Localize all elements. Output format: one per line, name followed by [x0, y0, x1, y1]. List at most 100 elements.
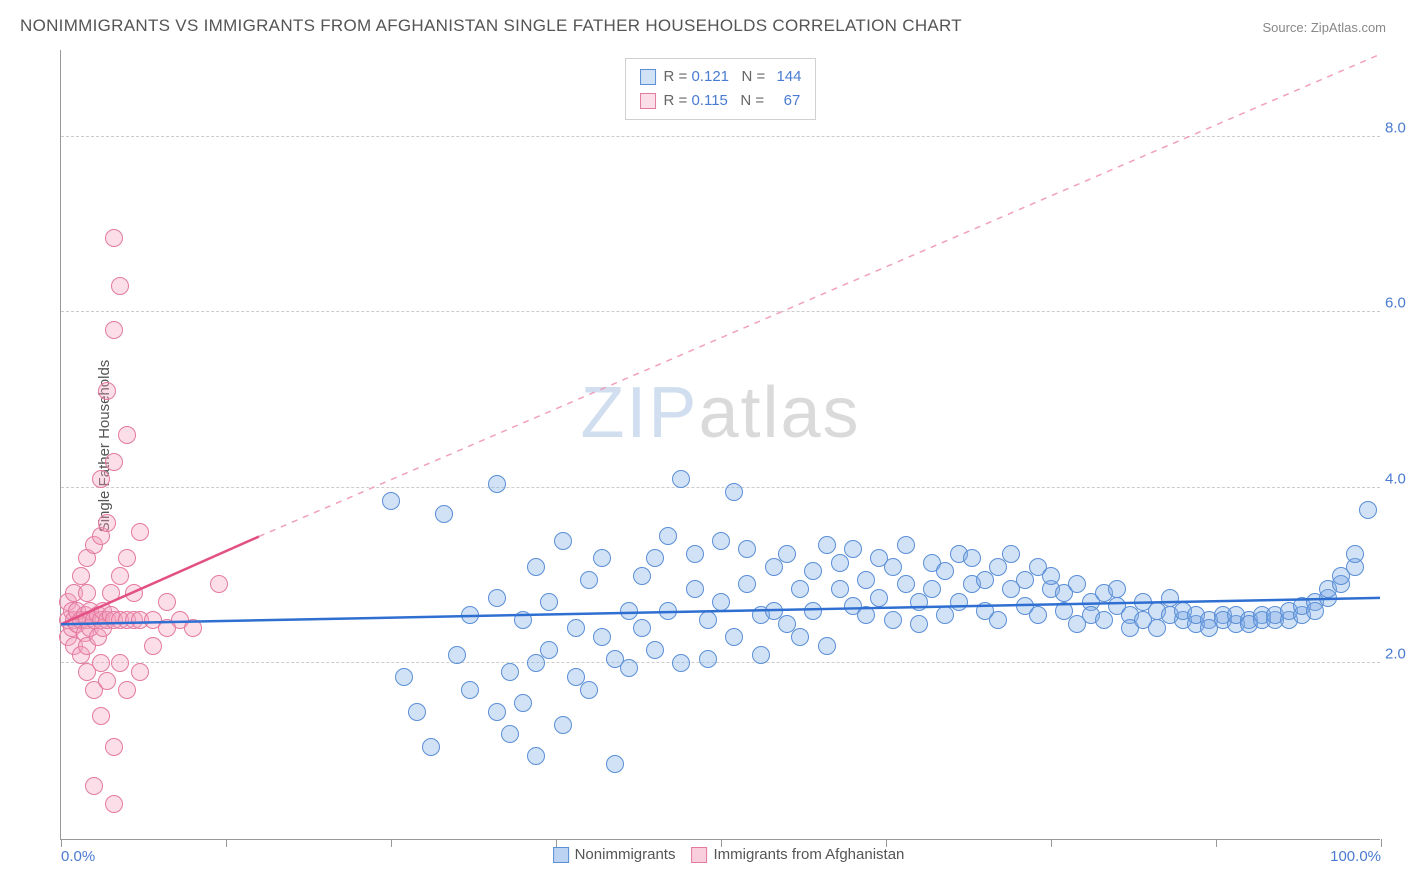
- data-point: [593, 628, 611, 646]
- data-point: [105, 229, 123, 247]
- data-point: [514, 611, 532, 629]
- data-point: [461, 606, 479, 624]
- data-point: [501, 663, 519, 681]
- legend-correlation: R = 0.121 N = 144R = 0.115 N = 67: [625, 58, 817, 120]
- xtick-label: 0.0%: [61, 848, 95, 865]
- data-point: [857, 571, 875, 589]
- data-point: [818, 536, 836, 554]
- data-point: [884, 558, 902, 576]
- data-point: [804, 602, 822, 620]
- legend-swatch: [553, 847, 569, 863]
- xtick: [721, 839, 722, 847]
- data-point: [1108, 580, 1126, 598]
- data-point: [989, 558, 1007, 576]
- data-point: [778, 545, 796, 563]
- data-point: [910, 615, 928, 633]
- legend-swatch: [640, 93, 656, 109]
- data-point: [102, 584, 120, 602]
- data-point: [92, 654, 110, 672]
- data-point: [1068, 575, 1086, 593]
- data-point: [765, 558, 783, 576]
- ytick-label: 6.0%: [1385, 295, 1406, 312]
- data-point: [659, 527, 677, 545]
- data-point: [712, 593, 730, 611]
- data-point: [111, 567, 129, 585]
- data-point: [936, 606, 954, 624]
- data-point: [738, 540, 756, 558]
- data-point: [118, 681, 136, 699]
- data-point: [1016, 571, 1034, 589]
- legend-r-value: 0.115: [691, 92, 727, 109]
- data-point: [672, 470, 690, 488]
- trend-lines-svg: [61, 50, 1380, 839]
- legend-n-value: 67: [768, 89, 800, 113]
- legend-r-label: R =: [664, 68, 692, 85]
- data-point: [1042, 567, 1060, 585]
- legend-r-label: R =: [664, 92, 692, 109]
- legend-n-label: N =: [742, 68, 770, 85]
- data-point: [382, 492, 400, 510]
- data-point: [98, 514, 116, 532]
- data-point: [620, 602, 638, 620]
- data-point: [111, 277, 129, 295]
- data-point: [633, 567, 651, 585]
- data-point: [540, 641, 558, 659]
- data-point: [131, 523, 149, 541]
- watermark-atlas: atlas: [698, 373, 860, 453]
- data-point: [1002, 545, 1020, 563]
- data-point: [540, 593, 558, 611]
- data-point: [98, 382, 116, 400]
- data-point: [554, 532, 572, 550]
- chart-title: NONIMMIGRANTS VS IMMIGRANTS FROM AFGHANI…: [20, 16, 962, 36]
- data-point: [158, 593, 176, 611]
- gridline-h: [61, 662, 1380, 663]
- data-point: [1306, 602, 1324, 620]
- data-point: [1148, 619, 1166, 637]
- data-point: [844, 540, 862, 558]
- legend-n-value: 144: [769, 65, 801, 89]
- xtick: [1381, 839, 1382, 847]
- data-point: [488, 703, 506, 721]
- data-point: [699, 650, 717, 668]
- data-point: [408, 703, 426, 721]
- data-point: [105, 795, 123, 813]
- data-point: [567, 619, 585, 637]
- data-point: [72, 567, 90, 585]
- data-point: [435, 505, 453, 523]
- watermark: ZIPatlas: [580, 372, 860, 454]
- data-point: [646, 641, 664, 659]
- xtick: [1051, 839, 1052, 847]
- data-point: [98, 672, 116, 690]
- data-point: [1095, 611, 1113, 629]
- data-point: [488, 475, 506, 493]
- data-point: [950, 593, 968, 611]
- xtick: [226, 839, 227, 847]
- data-point: [527, 558, 545, 576]
- data-point: [725, 483, 743, 501]
- data-point: [461, 681, 479, 699]
- data-point: [580, 681, 598, 699]
- data-point: [593, 549, 611, 567]
- data-point: [686, 580, 704, 598]
- data-point: [752, 646, 770, 664]
- data-point: [184, 619, 202, 637]
- legend-swatch: [640, 69, 656, 85]
- data-point: [111, 654, 129, 672]
- ytick-label: 2.0%: [1385, 646, 1406, 663]
- data-point: [870, 589, 888, 607]
- trend-line: [259, 54, 1380, 536]
- source-label: Source: ZipAtlas.com: [1262, 20, 1386, 35]
- data-point: [131, 663, 149, 681]
- data-point: [831, 580, 849, 598]
- data-point: [395, 668, 413, 686]
- data-point: [125, 584, 143, 602]
- gridline-h: [61, 487, 1380, 488]
- data-point: [976, 571, 994, 589]
- ytick-label: 4.0%: [1385, 470, 1406, 487]
- data-point: [1029, 606, 1047, 624]
- xtick: [391, 839, 392, 847]
- data-point: [804, 562, 822, 580]
- watermark-zip: ZIP: [580, 373, 698, 453]
- data-point: [989, 611, 1007, 629]
- plot-area: ZIPatlas R = 0.121 N = 144R = 0.115 N = …: [60, 50, 1380, 840]
